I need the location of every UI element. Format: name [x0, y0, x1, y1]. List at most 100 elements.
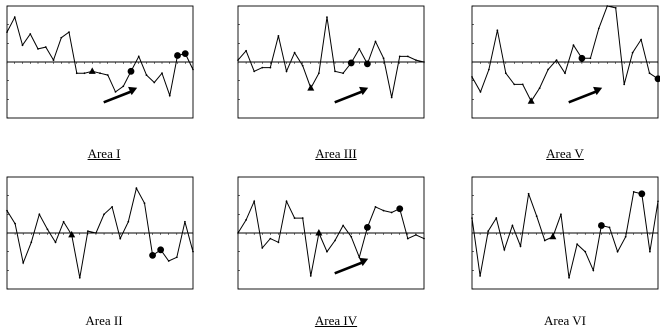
- trend-arrow-shaft: [334, 260, 365, 275]
- data-point: [192, 250, 194, 253]
- chart-area-vi: [471, 176, 659, 290]
- highlight-triangle-marker: [307, 84, 315, 91]
- highlight-circle-marker: [181, 50, 189, 57]
- data-point: [245, 49, 247, 52]
- chart-area-iii: [237, 5, 425, 119]
- data-point: [103, 213, 105, 216]
- data-point: [496, 29, 499, 32]
- data-point: [127, 220, 130, 223]
- data-point: [538, 87, 541, 90]
- data-point: [167, 260, 170, 262]
- trend-arrow-head: [359, 86, 369, 96]
- data-point: [592, 269, 595, 272]
- data-point: [54, 241, 57, 244]
- data-point: [269, 237, 272, 240]
- data-point: [479, 275, 481, 277]
- data-point: [145, 74, 148, 76]
- data-point: [555, 59, 558, 62]
- data-point: [568, 276, 570, 279]
- trend-arrow-shaft: [334, 89, 365, 104]
- data-point: [374, 40, 377, 43]
- data-point: [572, 44, 575, 47]
- data-point: [153, 81, 156, 84]
- highlight-circle-marker: [396, 205, 404, 213]
- data-point: [576, 243, 579, 246]
- data-point: [543, 239, 546, 242]
- trend-arrow-head: [128, 86, 138, 96]
- data-point: [309, 275, 312, 277]
- data-point: [245, 219, 247, 221]
- data-point: [334, 239, 336, 242]
- data-point: [398, 55, 401, 58]
- data-point: [390, 211, 393, 214]
- data-point: [175, 256, 178, 259]
- data-point: [122, 85, 125, 88]
- data-point: [616, 250, 619, 253]
- data-point: [479, 90, 482, 93]
- data-point: [597, 27, 600, 30]
- data-point: [83, 72, 86, 75]
- data-point: [62, 220, 65, 223]
- data-point: [519, 245, 522, 247]
- data-point: [6, 31, 8, 34]
- data-point: [334, 70, 336, 73]
- data-point: [86, 230, 89, 233]
- data-point: [358, 48, 361, 50]
- data-point: [606, 5, 609, 7]
- data-point: [487, 230, 490, 233]
- highlight-circle-marker: [127, 67, 135, 75]
- data-point: [374, 205, 377, 208]
- highlight-circle-marker: [157, 246, 165, 254]
- data-point: [192, 68, 194, 71]
- caption-area-ii: Area II: [85, 313, 123, 328]
- series-line: [6, 15, 194, 98]
- data-point: [261, 247, 264, 249]
- highlight-triangle-marker: [527, 97, 535, 104]
- data-point: [495, 217, 498, 219]
- data-point: [560, 213, 562, 216]
- highlight-circle-marker: [174, 52, 181, 59]
- series-line: [237, 17, 425, 98]
- data-point: [423, 237, 425, 240]
- data-point: [111, 205, 114, 208]
- data-point: [503, 248, 506, 251]
- data-point: [30, 241, 33, 244]
- data-point: [277, 241, 280, 244]
- data-point: [342, 224, 345, 227]
- data-point: [547, 68, 549, 71]
- data-point: [648, 72, 651, 75]
- data-point: [44, 46, 47, 48]
- data-point: [390, 96, 393, 99]
- caption-area-iii: Area III: [315, 146, 357, 161]
- highlight-circle-marker: [597, 222, 605, 229]
- trend-arrow-head: [593, 86, 603, 96]
- data-point: [423, 61, 425, 63]
- data-point: [640, 38, 642, 41]
- data-point: [261, 66, 264, 69]
- data-point: [471, 76, 473, 78]
- data-point: [657, 200, 659, 203]
- data-point: [21, 44, 24, 47]
- data-point: [269, 66, 272, 69]
- series-line: [471, 191, 659, 278]
- data-point: [285, 70, 288, 73]
- caption-area-v: Area V: [546, 146, 584, 161]
- data-point: [326, 16, 328, 19]
- data-point: [75, 72, 78, 75]
- data-point: [649, 250, 651, 253]
- data-point: [623, 83, 626, 86]
- data-point: [237, 232, 239, 234]
- data-point: [301, 64, 304, 67]
- data-point: [293, 217, 296, 219]
- data-point: [285, 200, 288, 203]
- data-point: [521, 83, 524, 86]
- data-point: [504, 72, 507, 75]
- data-point: [326, 250, 328, 253]
- highlight-triangle-marker: [68, 230, 76, 238]
- data-point: [513, 83, 516, 86]
- data-point: [358, 256, 361, 259]
- data-point: [68, 31, 70, 34]
- data-point: [253, 200, 256, 203]
- data-point: [277, 34, 280, 37]
- data-point: [99, 72, 101, 75]
